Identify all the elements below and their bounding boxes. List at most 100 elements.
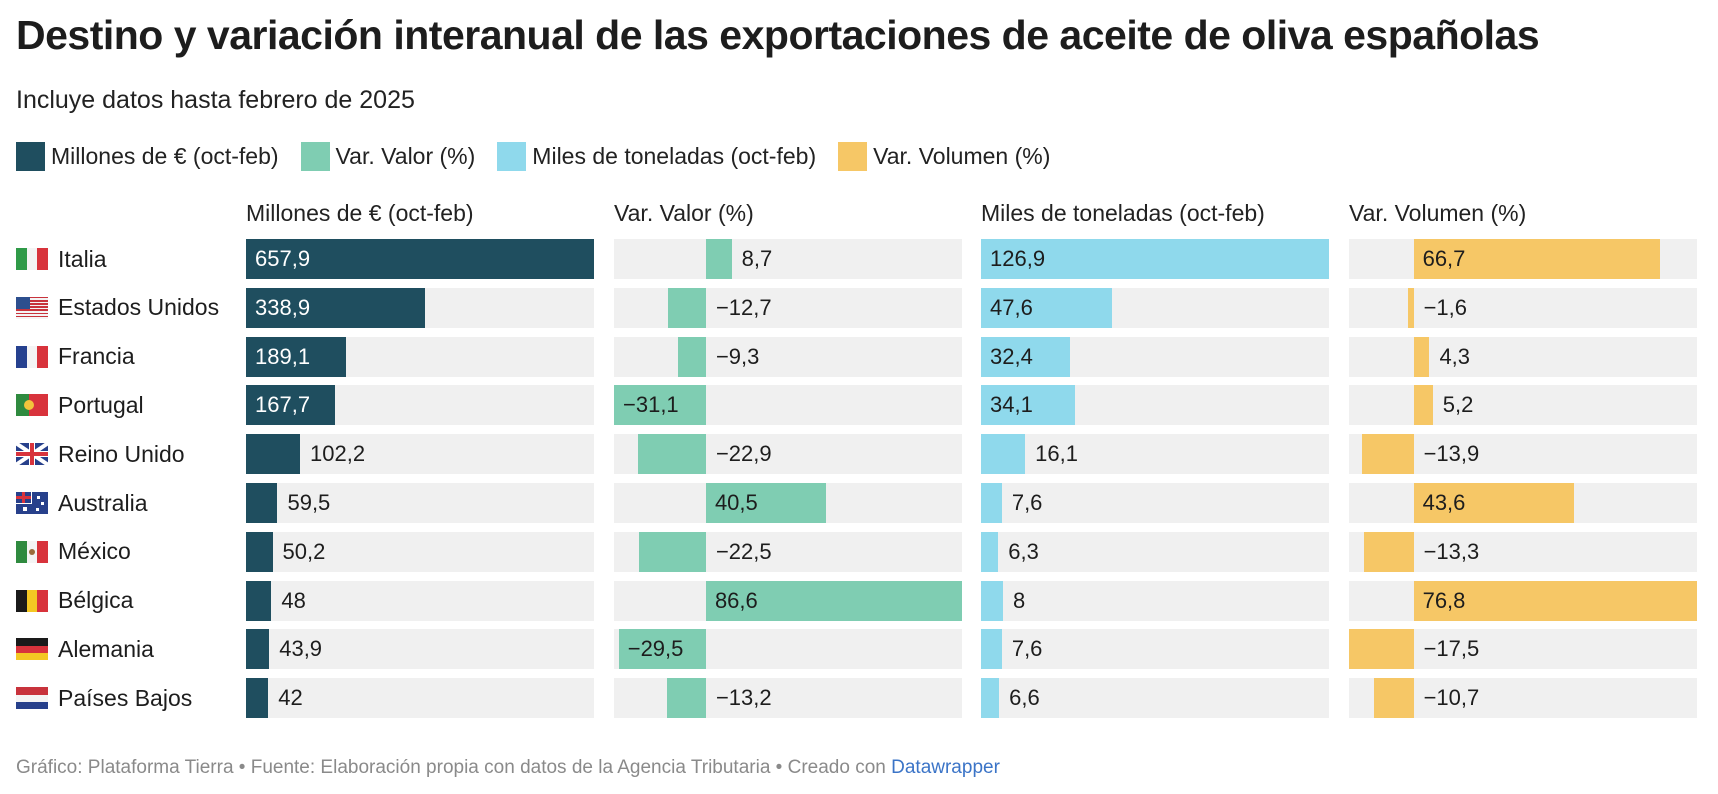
value-label-var-valor: −31,1 <box>623 392 679 418</box>
bar-track-toneladas: 34,1 <box>981 385 1329 426</box>
bar-toneladas <box>981 580 1003 621</box>
bar-var-valor <box>705 580 962 621</box>
bar-millones <box>246 434 301 475</box>
value-label-var-volumen: 5,2 <box>1442 392 1474 418</box>
country-name: Alemania <box>58 635 154 662</box>
country-name: México <box>58 538 131 565</box>
bar-var-volumen <box>1374 678 1414 719</box>
bar-track-toneladas: 6,3 <box>981 531 1329 572</box>
chart-title: Destino y variación interanual de las ex… <box>16 12 1540 58</box>
value-label-millones: 59,5 <box>287 490 331 515</box>
value-label-var-volumen: −17,5 <box>1423 636 1480 662</box>
bar-millones <box>246 385 335 426</box>
bar-var-volumen <box>1349 629 1414 670</box>
value-label-toneladas: 6,6 <box>1009 685 1040 711</box>
bar-track-var-volumen: 4,3 <box>1349 336 1697 377</box>
legend-item-var-volumen: Var. Volumen (%) <box>838 142 1050 171</box>
value-label-var-volumen: 66,7 <box>1422 246 1466 271</box>
bar-track-millones: 167,7 <box>246 385 594 426</box>
country-label: Estados Unidos <box>16 288 219 328</box>
bar-track-var-valor: −12,7 <box>614 287 962 328</box>
flag-usa-icon <box>16 296 48 319</box>
country-label: Francia <box>16 337 135 377</box>
value-label-var-valor: 8,7 <box>741 246 773 271</box>
value-label-millones: 167,7 <box>255 392 311 418</box>
bar-track-millones: 59,5 <box>246 483 594 523</box>
bar-track-var-valor: −13,2 <box>614 678 962 719</box>
bar-track-var-volumen: −1,6 <box>1349 287 1697 328</box>
country-name: Países Bajos <box>58 684 193 711</box>
bar-var-valor <box>705 483 826 523</box>
bar-track-toneladas: 7,6 <box>981 483 1329 523</box>
value-label-toneladas: 7,6 <box>1011 490 1043 515</box>
bar-millones <box>246 678 269 719</box>
value-label-millones: 43,9 <box>279 636 323 662</box>
bar-track-millones: 50,2 <box>246 531 594 572</box>
flag-mexico-icon <box>16 540 48 563</box>
value-label-toneladas: 7,6 <box>1011 636 1043 662</box>
bar-var-volumen <box>1407 287 1414 328</box>
bar-track-var-volumen: 43,6 <box>1349 483 1697 523</box>
flag-netherlands-icon <box>16 687 48 710</box>
value-label-millones: 657,9 <box>255 246 311 271</box>
legend-item-millones: Millones de € (oct-feb) <box>16 142 279 171</box>
flag-france-icon <box>16 345 48 368</box>
bar-var-valor <box>638 434 706 475</box>
bar-toneladas <box>981 629 1002 670</box>
value-label-var-volumen: 43,6 <box>1422 490 1466 515</box>
bar-track-millones: 48 <box>246 580 594 621</box>
bar-track-var-volumen: −13,3 <box>1349 531 1697 572</box>
value-label-var-volumen: 76,8 <box>1422 587 1466 613</box>
value-label-var-valor: −13,2 <box>715 685 772 711</box>
bar-track-var-volumen: −17,5 <box>1349 629 1697 670</box>
legend-label-millones: Millones de € (oct-feb) <box>51 143 279 169</box>
value-label-toneladas: 47,6 <box>990 294 1033 320</box>
chart-subtitle: Incluye datos hasta febrero de 2025 <box>16 86 415 114</box>
bar-var-volumen <box>1364 531 1414 572</box>
value-label-var-volumen: −13,3 <box>1423 538 1480 564</box>
bar-track-millones: 338,9 <box>246 287 594 328</box>
flag-uk-icon <box>16 443 48 466</box>
flag-portugal-icon <box>16 394 48 417</box>
legend-label-var-valor: Var. Valor (%) <box>335 143 476 169</box>
bar-millones <box>246 531 273 572</box>
bar-track-var-volumen: 76,8 <box>1349 580 1697 621</box>
bar-toneladas <box>981 483 1002 523</box>
country-label: Australia <box>16 483 147 523</box>
bar-var-valor <box>668 287 706 328</box>
bar-track-var-volumen: 5,2 <box>1349 385 1697 426</box>
bar-var-volumen <box>1413 483 1575 523</box>
bar-toneladas <box>981 336 1070 377</box>
country-label: México <box>16 532 131 572</box>
bar-millones <box>246 629 270 670</box>
bar-var-volumen <box>1413 385 1433 426</box>
value-label-var-valor: −29,5 <box>627 636 684 662</box>
bar-track-var-volumen: 66,7 <box>1349 239 1697 279</box>
bar-track-toneladas: 16,1 <box>981 434 1329 475</box>
country-label: Reino Unido <box>16 434 185 474</box>
column-header-toneladas: Miles de toneladas (oct-feb) <box>981 200 1265 226</box>
legend-swatch-var-volumen <box>838 142 868 171</box>
flag-germany-icon <box>16 638 48 661</box>
value-label-toneladas: 6,3 <box>1008 538 1039 564</box>
country-name: Reino Unido <box>58 440 185 467</box>
bar-millones <box>246 483 278 523</box>
bar-var-volumen <box>1413 239 1660 279</box>
bar-var-valor <box>678 336 706 377</box>
country-name: Australia <box>58 489 148 516</box>
value-label-var-valor: −22,9 <box>715 441 772 467</box>
country-name: Italia <box>58 245 107 272</box>
value-label-toneladas: 126,9 <box>990 246 1046 271</box>
bar-toneladas <box>981 239 1329 279</box>
value-label-var-valor: −12,7 <box>715 294 772 320</box>
value-label-var-volumen: −10,7 <box>1423 685 1480 711</box>
legend-item-toneladas: Miles de toneladas (oct-feb) <box>497 142 816 171</box>
column-header-millones: Millones de € (oct-feb) <box>246 200 474 226</box>
bar-toneladas <box>981 678 1000 719</box>
value-label-var-volumen: −1,6 <box>1423 294 1468 320</box>
legend-swatch-var-valor <box>300 142 330 171</box>
datawrapper-link[interactable]: Datawrapper <box>891 757 1000 778</box>
country-name: Bélgica <box>58 587 134 614</box>
bar-var-valor <box>639 531 706 572</box>
country-label: Bélgica <box>16 581 133 621</box>
